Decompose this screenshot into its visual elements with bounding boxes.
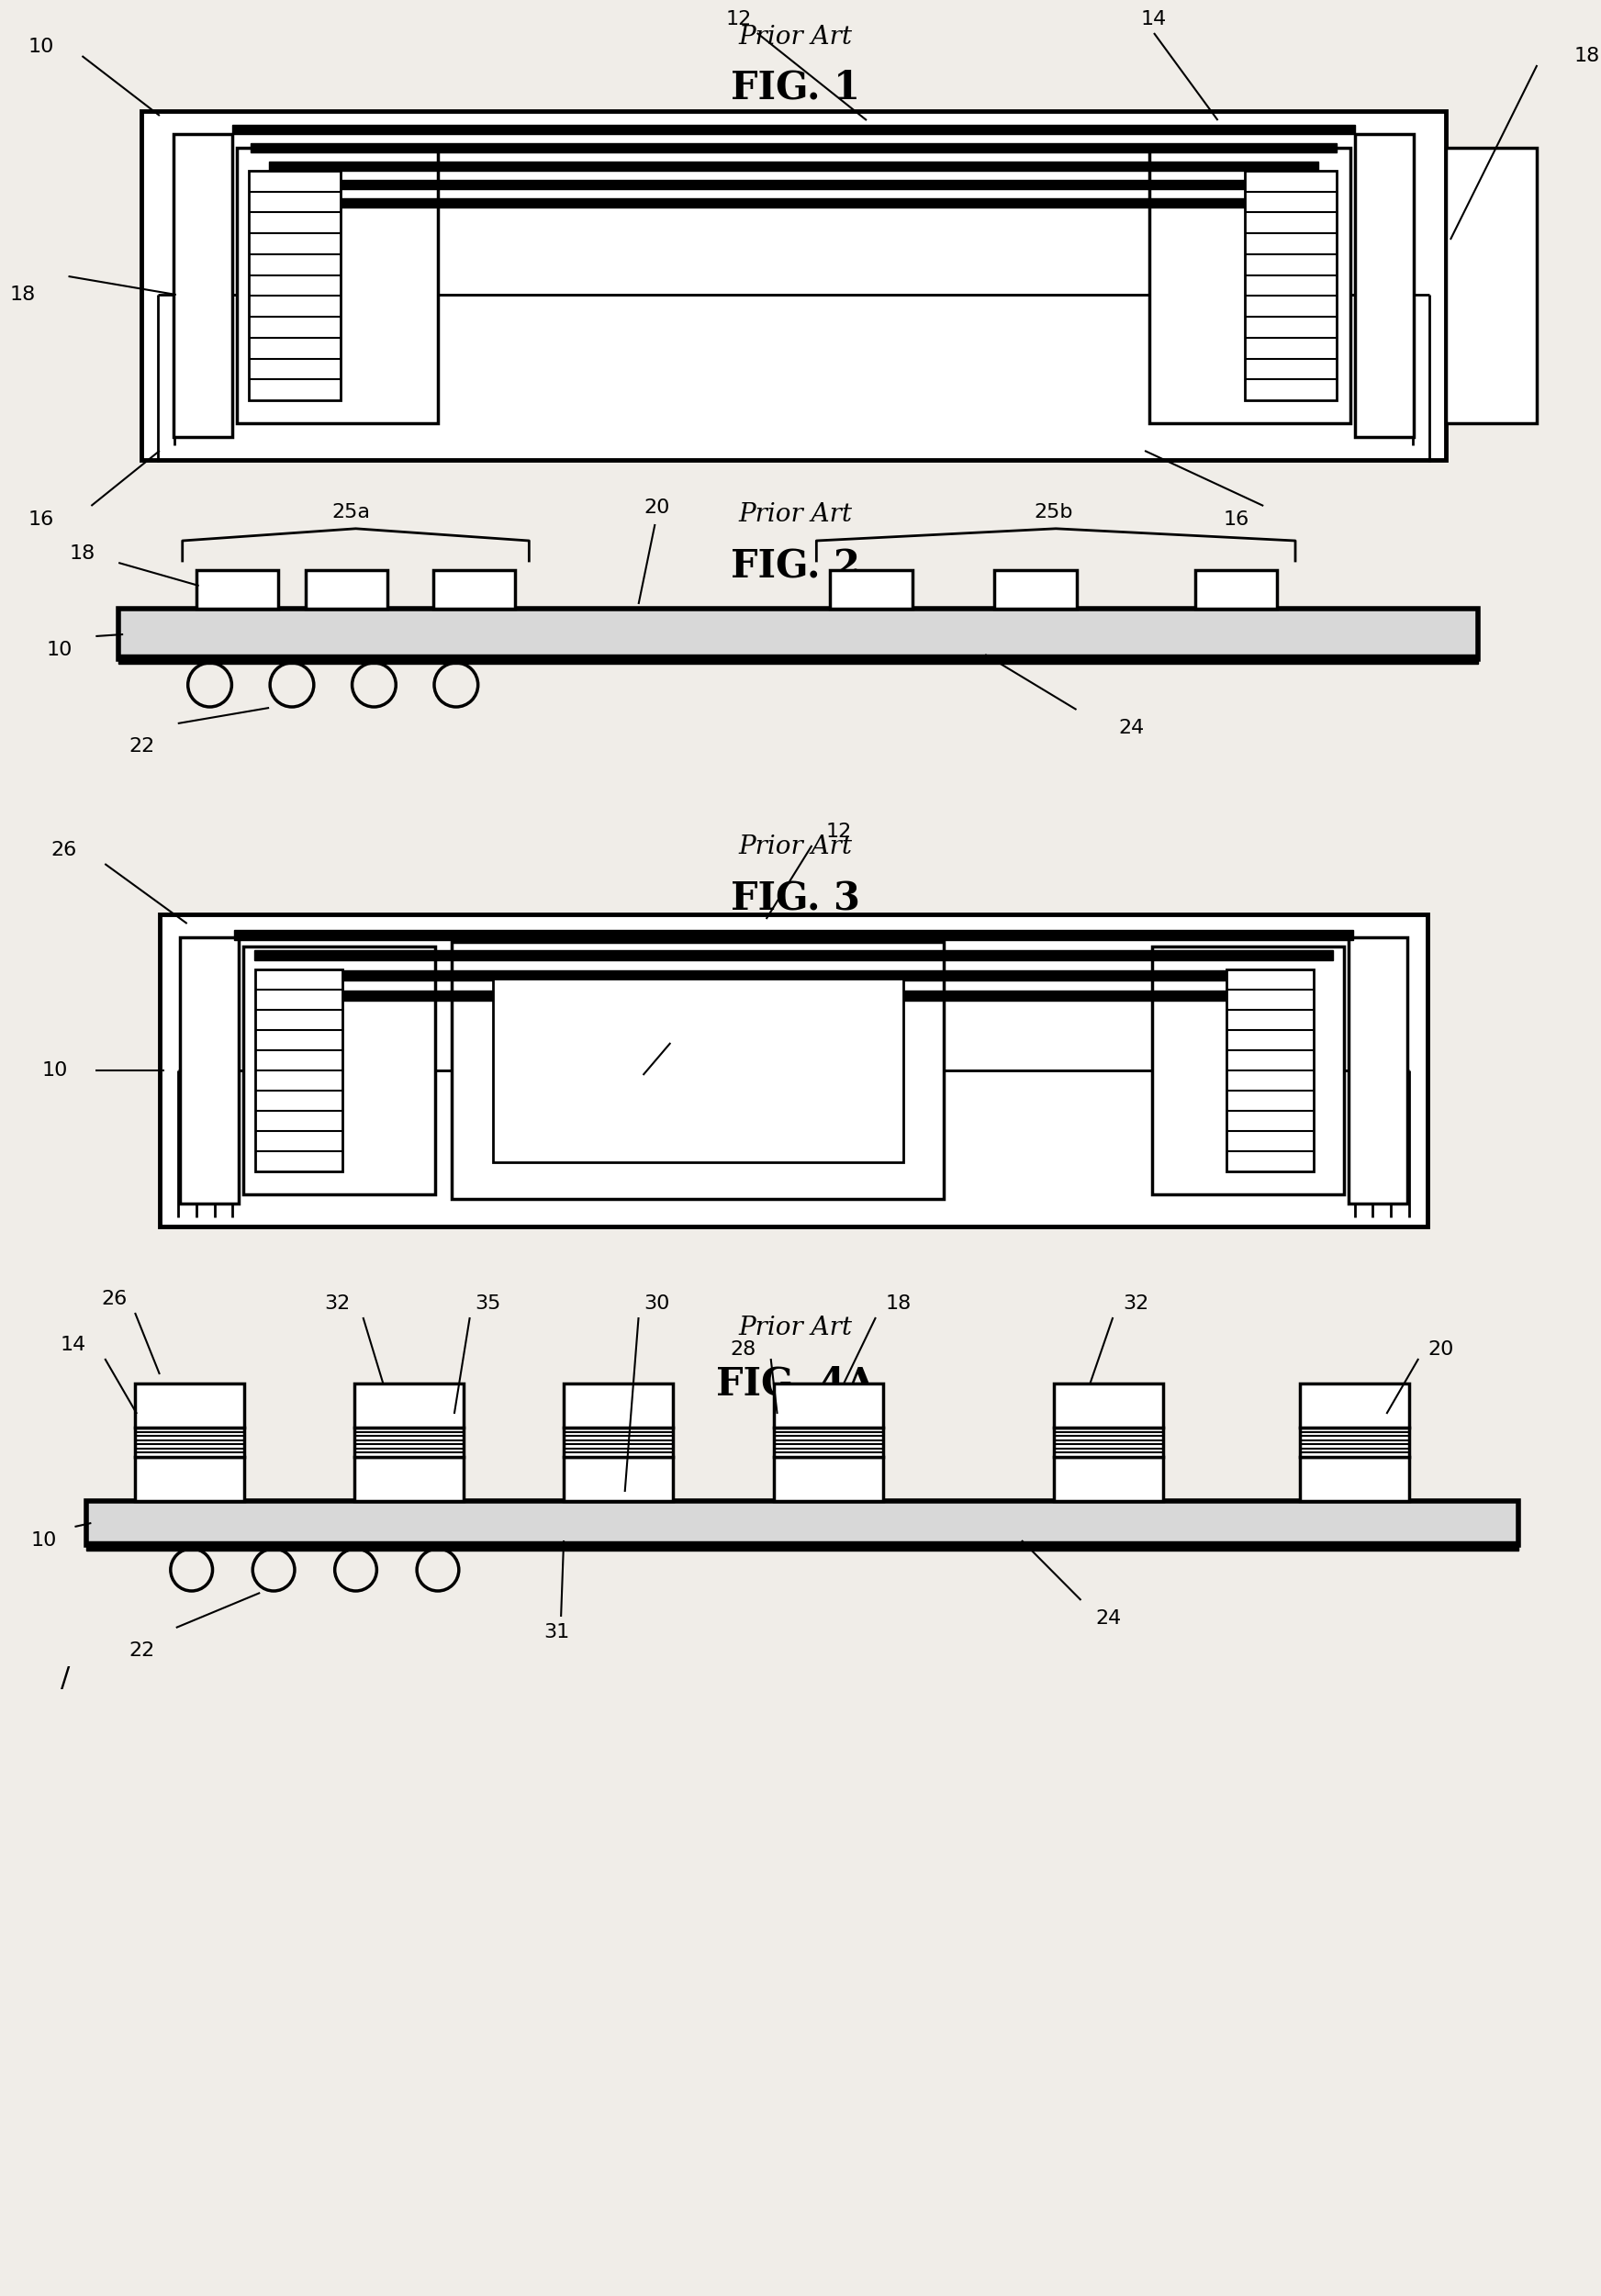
Text: 10: 10 — [30, 1531, 56, 1550]
Text: 26: 26 — [51, 840, 77, 859]
Text: FIG. 1: FIG. 1 — [730, 69, 860, 108]
Bar — [1194, 569, 1278, 608]
Bar — [287, 179, 1300, 188]
Bar — [86, 1502, 1519, 1545]
Text: 18: 18 — [69, 544, 94, 563]
Bar — [354, 1428, 463, 1458]
Text: Prior Art: Prior Art — [738, 836, 852, 859]
Text: 14: 14 — [59, 1336, 86, 1355]
Text: 24: 24 — [1095, 1609, 1121, 1628]
Bar — [1354, 133, 1414, 436]
Bar — [256, 969, 343, 1171]
Bar — [1300, 1458, 1409, 1502]
Bar — [1053, 1384, 1162, 1428]
Text: 10: 10 — [29, 37, 54, 55]
Bar — [295, 990, 1292, 1001]
Bar — [275, 971, 1313, 980]
Bar — [173, 133, 232, 436]
Text: 10: 10 — [46, 641, 72, 659]
Bar — [564, 1384, 672, 1428]
Bar — [243, 946, 435, 1194]
Bar — [237, 147, 437, 422]
Text: 26: 26 — [101, 1290, 126, 1309]
Bar — [1053, 1458, 1162, 1502]
Bar — [829, 569, 913, 608]
Bar — [1246, 170, 1337, 400]
Text: 16: 16 — [1223, 510, 1249, 528]
Bar — [564, 1458, 672, 1502]
Bar — [1153, 946, 1343, 1194]
Text: 14: 14 — [1142, 9, 1167, 28]
Bar — [118, 654, 1478, 664]
Text: 24: 24 — [1117, 719, 1145, 737]
Bar — [118, 608, 1478, 659]
Bar — [1226, 969, 1313, 1171]
Text: 22: 22 — [128, 737, 154, 755]
Text: /: / — [61, 1665, 70, 1692]
Text: Prior Art: Prior Art — [738, 503, 852, 528]
Text: 20: 20 — [644, 498, 669, 517]
Text: 26: 26 — [599, 1075, 624, 1093]
Bar — [255, 951, 1332, 960]
Text: 32: 32 — [1122, 1295, 1148, 1313]
Bar — [306, 197, 1282, 207]
Bar — [773, 1428, 884, 1458]
Text: 18: 18 — [10, 285, 35, 303]
Bar — [232, 124, 1354, 133]
Bar — [354, 1384, 463, 1428]
Text: 25a: 25a — [331, 503, 370, 521]
Bar — [134, 1428, 245, 1458]
Text: 10: 10 — [42, 1061, 67, 1079]
Bar — [773, 1384, 884, 1428]
Text: 30: 30 — [644, 1295, 669, 1313]
Text: 12: 12 — [725, 9, 752, 28]
Text: FIG. 3: FIG. 3 — [730, 879, 860, 918]
Text: 18: 18 — [1574, 46, 1599, 64]
Text: FIG. 2: FIG. 2 — [730, 549, 860, 585]
Text: 18: 18 — [885, 1295, 911, 1313]
Bar — [250, 170, 341, 400]
Bar — [134, 1384, 245, 1428]
Bar — [1300, 1428, 1409, 1458]
Bar — [197, 569, 279, 608]
Bar — [1150, 147, 1350, 422]
Text: 26: 26 — [671, 1015, 696, 1033]
Bar — [86, 1541, 1519, 1550]
Bar — [134, 1458, 245, 1502]
Text: 16: 16 — [29, 510, 54, 528]
Bar — [269, 161, 1318, 170]
Bar — [234, 930, 1353, 939]
Text: 32: 32 — [325, 1295, 351, 1313]
Bar — [1053, 1428, 1162, 1458]
Text: Prior Art: Prior Art — [738, 1316, 852, 1341]
Bar — [251, 142, 1337, 152]
Text: 12: 12 — [826, 822, 852, 840]
Bar — [1446, 147, 1537, 422]
Bar — [160, 914, 1428, 1226]
Bar — [306, 569, 387, 608]
Text: 25b: 25b — [1034, 503, 1073, 521]
Text: 20: 20 — [1428, 1341, 1454, 1359]
Bar — [451, 941, 945, 1199]
Text: 31: 31 — [543, 1623, 570, 1642]
Text: 35: 35 — [475, 1295, 501, 1313]
Text: 28: 28 — [730, 1341, 756, 1359]
Bar — [773, 1458, 884, 1502]
Bar — [493, 978, 903, 1162]
Bar — [1300, 1384, 1409, 1428]
Bar — [994, 569, 1076, 608]
Bar — [564, 1428, 672, 1458]
Text: FIG. 4A: FIG. 4A — [716, 1364, 876, 1403]
Text: Prior Art: Prior Art — [738, 25, 852, 51]
Bar — [434, 569, 516, 608]
Bar — [141, 110, 1446, 459]
Text: 22: 22 — [128, 1642, 154, 1660]
Bar — [1348, 937, 1407, 1203]
Bar — [354, 1458, 463, 1502]
Bar — [179, 937, 239, 1203]
